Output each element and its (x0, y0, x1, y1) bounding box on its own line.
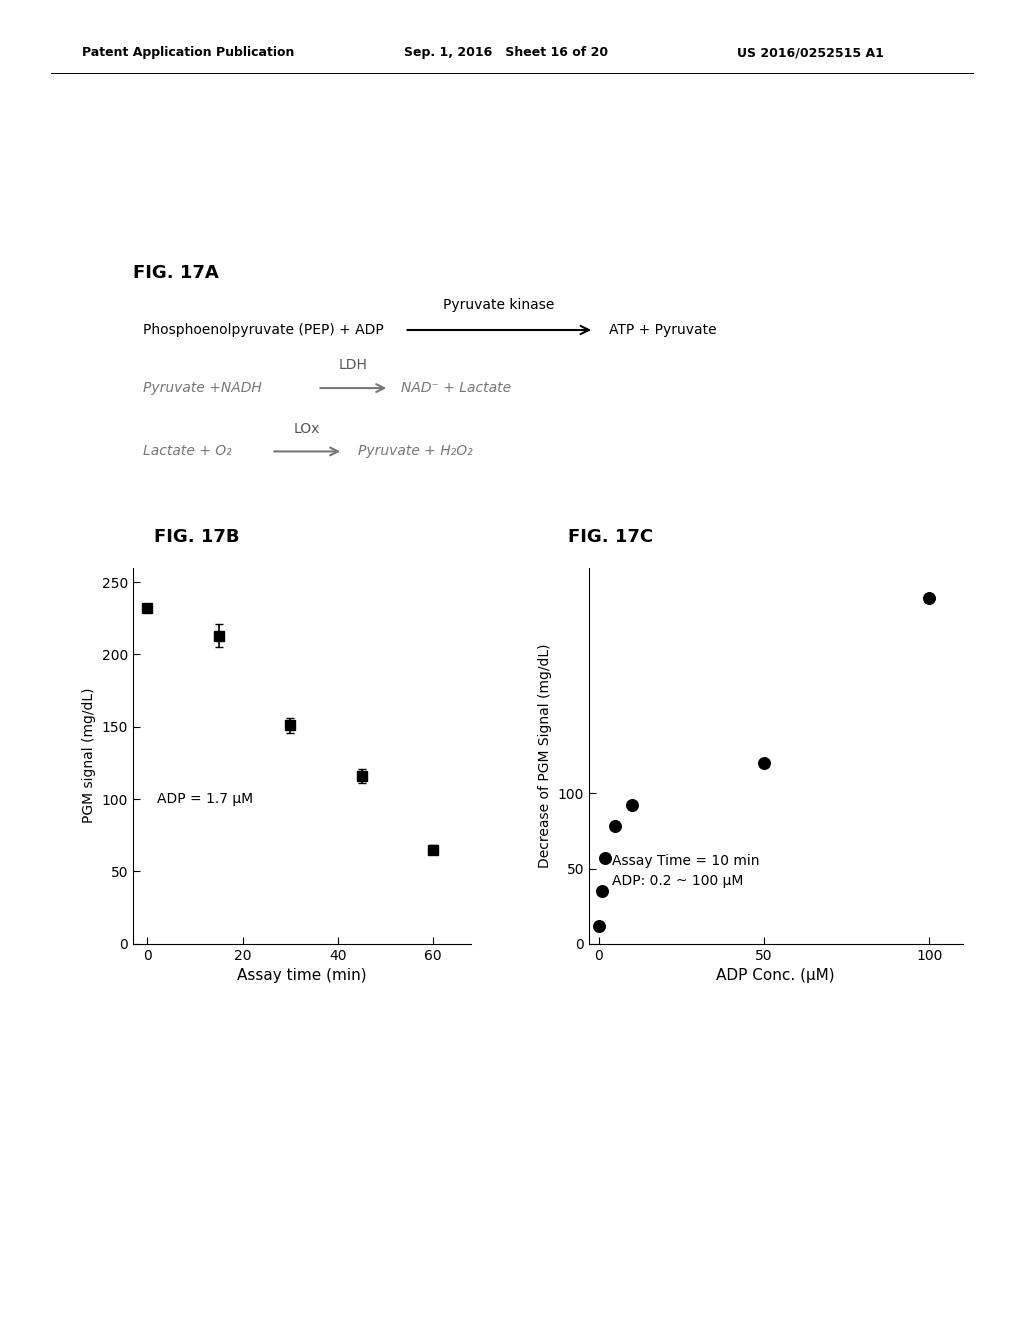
Text: LDH: LDH (339, 358, 368, 372)
Point (597, 847, 613, 869)
Point (922, 587, 938, 609)
Text: FIG. 17C: FIG. 17C (568, 528, 653, 546)
Text: Assay Time = 10 min: Assay Time = 10 min (612, 854, 760, 869)
Text: ADP: 0.2 ~ 100 μM: ADP: 0.2 ~ 100 μM (612, 874, 743, 887)
Point (756, 752, 772, 774)
Text: NAD⁻ + Lactate: NAD⁻ + Lactate (401, 381, 512, 395)
Point (624, 795, 640, 816)
Text: Pyruvate +NADH: Pyruvate +NADH (143, 381, 262, 395)
Text: Pyruvate kinase: Pyruvate kinase (443, 297, 554, 312)
Text: FIG. 17B: FIG. 17B (154, 528, 239, 546)
Text: Sep. 1, 2016   Sheet 16 of 20: Sep. 1, 2016 Sheet 16 of 20 (404, 46, 608, 59)
Text: ATP + Pyruvate: ATP + Pyruvate (609, 323, 717, 337)
Text: FIG. 17A: FIG. 17A (133, 264, 219, 282)
Point (607, 816, 624, 837)
Text: LOx: LOx (294, 421, 321, 436)
Y-axis label: Decrease of PGM Signal (mg/dL): Decrease of PGM Signal (mg/dL) (538, 643, 552, 869)
X-axis label: Assay time (min): Assay time (min) (238, 968, 367, 983)
Y-axis label: PGM signal (mg/dL): PGM signal (mg/dL) (82, 688, 96, 824)
Point (594, 880, 610, 902)
Text: Pyruvate + H₂O₂: Pyruvate + H₂O₂ (358, 445, 473, 458)
Text: ADP = 1.7 μM: ADP = 1.7 μM (157, 792, 253, 807)
Text: US 2016/0252515 A1: US 2016/0252515 A1 (737, 46, 884, 59)
Point (591, 915, 607, 936)
Text: Lactate + O₂: Lactate + O₂ (143, 445, 232, 458)
Text: Phosphoenolpyruvate (PEP) + ADP: Phosphoenolpyruvate (PEP) + ADP (143, 323, 384, 337)
X-axis label: ADP Conc. (μM): ADP Conc. (μM) (717, 968, 835, 983)
Text: Patent Application Publication: Patent Application Publication (82, 46, 294, 59)
